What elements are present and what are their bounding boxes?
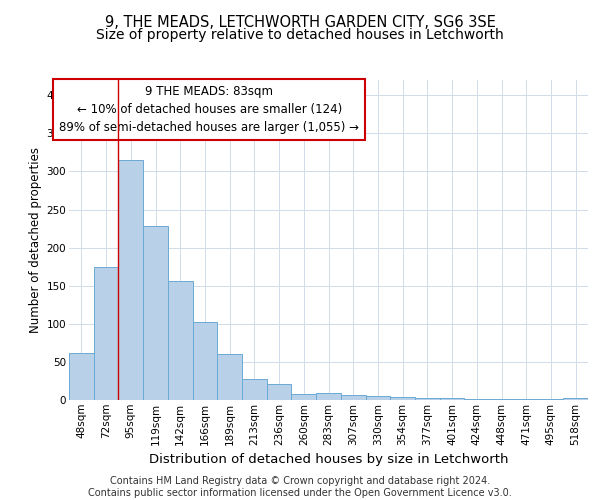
Bar	[415, 398, 440, 400]
Bar	[341, 394, 365, 400]
Bar	[118, 160, 143, 400]
Bar	[143, 226, 168, 400]
Bar	[267, 384, 292, 400]
Bar	[440, 398, 464, 400]
Text: Size of property relative to detached houses in Letchworth: Size of property relative to detached ho…	[96, 28, 504, 42]
Bar	[514, 399, 539, 400]
Bar	[563, 398, 588, 400]
Bar	[539, 399, 563, 400]
Bar	[69, 353, 94, 400]
Text: 9 THE MEADS: 83sqm
← 10% of detached houses are smaller (124)
89% of semi-detach: 9 THE MEADS: 83sqm ← 10% of detached hou…	[59, 85, 359, 134]
Bar	[464, 399, 489, 400]
Bar	[94, 268, 118, 400]
Bar	[292, 394, 316, 400]
Bar	[489, 399, 514, 400]
Text: 9, THE MEADS, LETCHWORTH GARDEN CITY, SG6 3SE: 9, THE MEADS, LETCHWORTH GARDEN CITY, SG…	[104, 15, 496, 30]
Y-axis label: Number of detached properties: Number of detached properties	[29, 147, 43, 333]
Bar	[168, 281, 193, 400]
Bar	[193, 322, 217, 400]
X-axis label: Distribution of detached houses by size in Letchworth: Distribution of detached houses by size …	[149, 453, 508, 466]
Bar	[316, 393, 341, 400]
Bar	[217, 354, 242, 400]
Bar	[242, 378, 267, 400]
Bar	[390, 397, 415, 400]
Bar	[365, 396, 390, 400]
Text: Contains HM Land Registry data © Crown copyright and database right 2024.
Contai: Contains HM Land Registry data © Crown c…	[88, 476, 512, 498]
